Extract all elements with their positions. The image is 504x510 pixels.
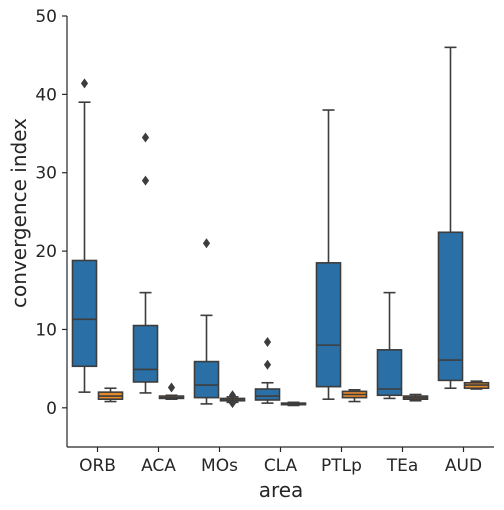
x-tick-label: AUD (445, 456, 482, 476)
box-ptlp-2 (341, 388, 368, 403)
box-mos-1 (193, 238, 220, 405)
x-tick-label: MOs (201, 456, 238, 476)
x-tick-label: ORB (79, 456, 116, 476)
x-axis-label: area (259, 478, 304, 502)
box-aud-1 (437, 46, 464, 390)
outlier-point (202, 238, 211, 249)
x-tick-label: PTLp (321, 456, 362, 476)
box-aca-2 (158, 382, 185, 400)
y-tick-label: 0 (46, 399, 57, 419)
box-cla-1 (254, 336, 281, 404)
y-tick-label: 30 (35, 164, 57, 184)
y-tick-label: 20 (35, 242, 57, 262)
x-tick-label: ACA (141, 456, 176, 476)
y-tick-label: 40 (35, 85, 57, 105)
box-tea-1 (376, 291, 403, 400)
outlier-point (141, 175, 150, 186)
outlier-point (228, 398, 237, 409)
box-mos-2 (219, 390, 246, 409)
y-axis-label: convergence index (7, 118, 31, 308)
box-body (132, 324, 159, 383)
outlier-point (228, 390, 237, 401)
outlier-point (263, 336, 272, 347)
outlier-point (167, 382, 176, 393)
outlier-point (263, 359, 272, 370)
x-ticks: ORB ACA MOs CLA PTLp TEa AUD (79, 447, 482, 476)
box-tea-2 (402, 393, 429, 402)
box-aud-2 (463, 380, 490, 390)
outlier-point (141, 132, 150, 143)
box-orb-2 (97, 387, 124, 403)
x-tick-label: TEa (386, 456, 419, 476)
box-orb-1 (71, 78, 98, 393)
y-ticks: 0 10 20 30 40 50 (35, 7, 67, 419)
box-body (315, 262, 342, 388)
box-body (193, 360, 220, 399)
boxes-layer (71, 46, 490, 409)
box-ptlp-1 (315, 109, 342, 400)
x-tick-label: CLA (264, 456, 298, 476)
box-body (71, 259, 98, 368)
box-body (376, 349, 403, 397)
y-tick-label: 10 (35, 320, 57, 340)
box-aca-1 (132, 132, 159, 394)
box-body (437, 231, 464, 382)
box-body (254, 388, 281, 401)
outlier-point (80, 78, 89, 89)
y-tick-label: 50 (35, 7, 57, 27)
box-cla-2 (280, 401, 307, 407)
